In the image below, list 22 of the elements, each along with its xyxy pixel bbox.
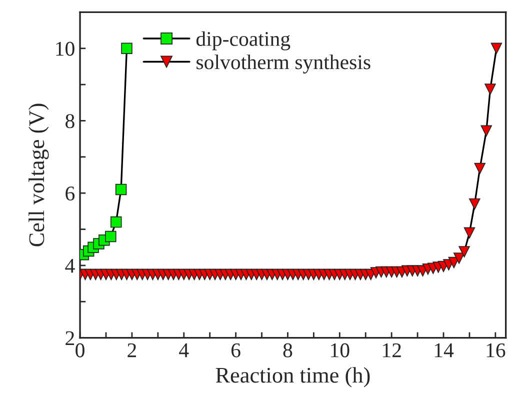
x-tick-label: 2 xyxy=(128,343,136,358)
x-tick-label: 4 xyxy=(179,343,189,358)
x-tick-label: 14 xyxy=(434,343,454,358)
y-tick-label: 8 xyxy=(66,114,74,128)
y-tick-label: 2 xyxy=(66,331,74,346)
point xyxy=(121,42,132,54)
y-tick-label: 6 xyxy=(66,186,75,201)
y-tick-label: 10 xyxy=(56,42,74,56)
point xyxy=(110,216,122,228)
point xyxy=(115,184,127,196)
y-tick-label: 4 xyxy=(65,258,75,273)
x-tick-label: 16 xyxy=(486,343,506,358)
x-tick-label: 0 xyxy=(76,343,84,358)
x-tick-label: 10 xyxy=(331,343,350,358)
x-axis-title: Reaction time (h) xyxy=(216,367,370,388)
point xyxy=(105,230,116,242)
legend-label: solvotherm synthesis xyxy=(196,54,370,74)
x-tick-label: 8 xyxy=(283,343,292,358)
legend-label: dip-coating xyxy=(196,31,290,50)
x-tick-label: 6 xyxy=(231,343,240,358)
x-tick-label: 12 xyxy=(383,343,401,358)
y-axis-title: Cell voltage (V) xyxy=(28,104,49,246)
